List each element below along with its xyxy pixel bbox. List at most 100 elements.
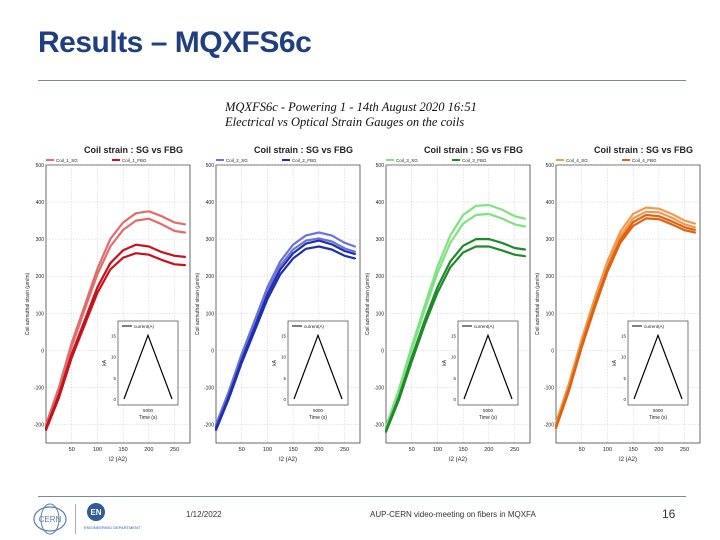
inset-y-tick: 10	[621, 355, 627, 360]
y-tick-label: 100	[206, 311, 215, 317]
y-tick-label: -100	[544, 385, 554, 391]
inset-y-tick: 15	[281, 333, 287, 338]
series-line	[554, 217, 696, 430]
chart-title: Coil strain : SG vs FBG	[424, 145, 523, 155]
chart-panel-coil-3: Coil strain : SG vs FBG Coil_3_SG Coil_3_F…	[364, 143, 536, 473]
en-department-logo: EN ENGINEERING DEPARTMENT	[84, 503, 141, 530]
x-tick-label: 50	[409, 447, 415, 453]
chart-coil-3-svg: Coil strain : SG vs FBG Coil_3_SG Coil_3_F…	[365, 145, 531, 463]
series-line	[384, 245, 526, 433]
y-tick-label: 300	[376, 237, 385, 243]
inset-y-tick: 0	[283, 397, 286, 402]
x-tick-label: 200	[144, 447, 153, 453]
chart-coil-2-svg: Coil strain : SG vs FBG Coil_2_SG Coil_2_F…	[195, 145, 361, 463]
x-tick-label: 150	[119, 447, 128, 453]
y-tick-label: 200	[376, 274, 385, 280]
page-number: 16	[662, 507, 676, 521]
x-tick-label: 250	[340, 447, 349, 453]
x-tick-label: 50	[579, 447, 585, 453]
en-logo-label: EN	[90, 508, 101, 517]
x-tick-label: 50	[239, 447, 245, 453]
inset-y-tick: 10	[111, 355, 117, 360]
y-tick-label: 100	[376, 311, 385, 317]
inset-y-tick: 15	[451, 333, 457, 338]
inset-current-trace	[633, 333, 683, 400]
y-tick-label: 400	[206, 200, 215, 206]
x-tick-label: 100	[263, 447, 272, 453]
figure-title-line2: Electrical vs Optical Strain Gauges on t…	[225, 115, 465, 129]
footer-date: 1/12/2022	[186, 510, 222, 519]
series-line	[214, 231, 356, 426]
series-line	[44, 217, 186, 428]
inset-x-label: Time (s)	[309, 415, 327, 421]
y-tick-label: 500	[376, 163, 385, 169]
footer-text: AUP-CERN video-meeting on fibers in MQXF…	[370, 510, 536, 519]
y-axis-label: Coil azimuthal strain (µm/m)	[195, 273, 201, 336]
chart-title: Coil strain : SG vs FBG	[84, 145, 183, 155]
y-axis-label: Coil azimuthal strain (µm/m)	[365, 273, 371, 336]
inset-current-trace	[123, 333, 173, 400]
y-tick-label: 300	[546, 237, 555, 243]
y-tick-label: 0	[381, 348, 384, 354]
chart-coil-4-svg: Coil strain : SG vs FBG Coil_4_SG Coil_4_F…	[535, 145, 701, 463]
legend-label-sg: Coil_4_SG	[566, 158, 588, 163]
inset-x-tick: 5000	[313, 408, 324, 413]
x-tick-label: 200	[654, 447, 663, 453]
inset-y-tick: 5	[113, 376, 116, 381]
chart-title: Coil strain : SG vs FBG	[254, 145, 353, 155]
inset-y-label: kA	[442, 359, 448, 366]
y-tick-label: 400	[36, 200, 45, 206]
x-tick-label: 250	[510, 447, 519, 453]
y-tick-label: 0	[551, 348, 554, 354]
inset-x-label: Time (s)	[139, 415, 157, 421]
y-tick-label: 300	[36, 237, 45, 243]
inset-legend-label: current(A)	[474, 324, 495, 329]
series-line	[384, 212, 526, 430]
y-axis-label: Coil azimuthal strain (µm/m)	[25, 273, 31, 336]
cern-logo-label: CERN	[39, 515, 62, 524]
inset-y-tick: 15	[621, 333, 627, 338]
inset-y-tick: 10	[451, 355, 457, 360]
chart-title: Coil strain : SG vs FBG	[594, 145, 693, 155]
legend-label-sg: Coil_3_SG	[396, 158, 418, 163]
inset-x-tick: 5000	[653, 408, 664, 413]
y-tick-label: 200	[36, 274, 45, 280]
footer-divider	[38, 496, 686, 497]
x-tick-label: 200	[314, 447, 323, 453]
inset-x-tick: 5000	[483, 408, 494, 413]
y-tick-label: 100	[36, 311, 45, 317]
y-tick-label: 200	[546, 274, 555, 280]
y-tick-label: 400	[376, 200, 385, 206]
legend-label-fbg: Coil_2_FBG	[292, 158, 317, 163]
x-tick-label: 100	[603, 447, 612, 453]
y-tick-label: 0	[211, 348, 214, 354]
y-tick-label: -200	[204, 422, 214, 428]
logo-separator	[75, 504, 76, 534]
inset-x-label: Time (s)	[649, 415, 667, 421]
x-axis-label: I2 (A2)	[279, 457, 297, 463]
legend-label-fbg: Coil_4_FBG	[632, 158, 657, 163]
y-tick-label: -100	[204, 385, 214, 391]
inset-y-tick: 0	[453, 397, 456, 402]
chart-panel-coil-1: Coil strain : SG vs FBG Coil_1_SG Coil_1_F…	[24, 143, 196, 473]
inset-y-tick: 5	[453, 376, 456, 381]
y-tick-label: 0	[41, 348, 44, 354]
x-axis-label: I2 (A2)	[619, 457, 637, 463]
figure-title-line1: MQXFS6c - Powering 1 - 14th August 2020 …	[225, 100, 477, 114]
inset-y-tick: 15	[111, 333, 117, 338]
chart-panel-coil-4: Coil strain : SG vs FBG Coil_4_SG Coil_4_F…	[534, 143, 706, 473]
legend-label-sg: Coil_1_SG	[56, 158, 78, 163]
y-tick-label: 400	[546, 200, 555, 206]
y-tick-label: -200	[374, 422, 384, 428]
inset-y-tick: 0	[113, 397, 116, 402]
x-tick-label: 200	[484, 447, 493, 453]
inset-y-tick: 0	[623, 397, 626, 402]
x-tick-label: 250	[680, 447, 689, 453]
x-tick-label: 100	[93, 447, 102, 453]
inset-legend-label: current(A)	[304, 324, 325, 329]
series-line	[214, 245, 356, 432]
x-tick-label: 150	[289, 447, 298, 453]
chart-panel-coil-2: Coil strain : SG vs FBG Coil_2_SG Coil_2_F…	[194, 143, 366, 473]
inset-y-label: kA	[612, 359, 618, 366]
x-tick-label: 100	[433, 447, 442, 453]
